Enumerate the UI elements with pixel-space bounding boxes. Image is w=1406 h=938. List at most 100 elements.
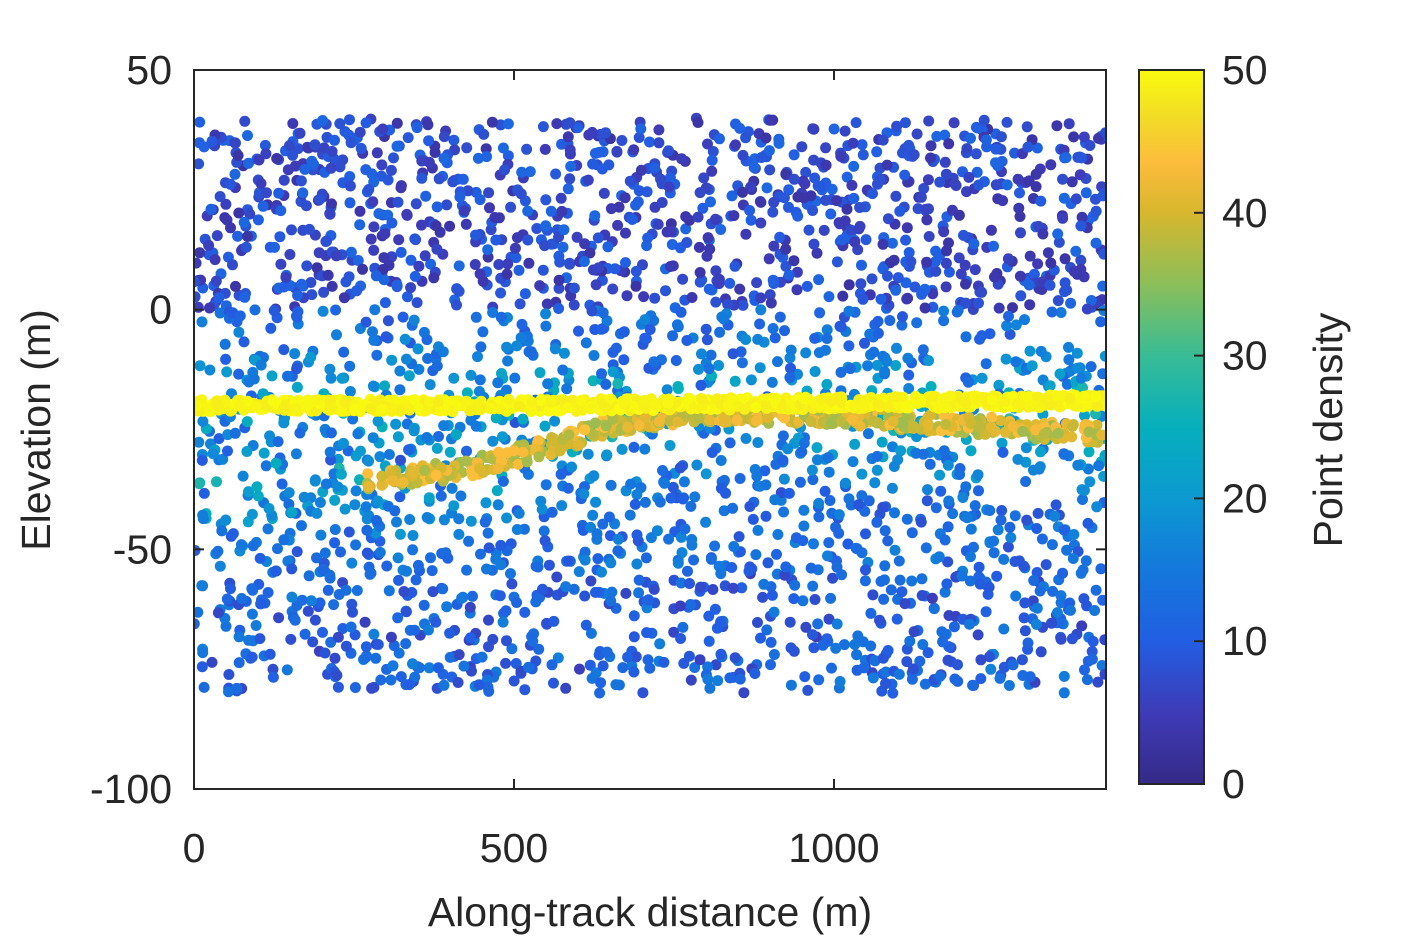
data-point xyxy=(695,379,707,391)
data-point xyxy=(693,412,705,424)
data-point xyxy=(710,296,722,308)
data-point xyxy=(897,311,908,323)
data-point xyxy=(324,208,336,220)
data-point xyxy=(391,279,403,291)
data-point xyxy=(761,182,773,194)
data-point xyxy=(1054,617,1066,629)
data-point xyxy=(586,305,598,317)
data-point xyxy=(696,393,707,404)
data-point xyxy=(700,516,712,528)
data-point xyxy=(686,292,698,303)
colorbar-tick-label: 50 xyxy=(1222,47,1268,93)
data-point xyxy=(585,627,597,639)
data-point xyxy=(1090,237,1102,249)
data-point xyxy=(194,158,205,170)
data-point xyxy=(1075,372,1087,384)
data-point xyxy=(501,268,513,280)
data-point xyxy=(234,400,246,412)
data-point xyxy=(241,446,253,457)
data-point xyxy=(760,479,772,491)
data-point xyxy=(868,346,880,358)
data-point xyxy=(890,360,902,371)
data-point xyxy=(779,569,791,581)
data-point xyxy=(267,395,279,407)
data-point xyxy=(628,144,640,156)
data-point xyxy=(703,414,715,426)
data-point xyxy=(901,656,913,668)
data-point xyxy=(453,260,465,272)
data-point xyxy=(939,156,951,168)
data-point xyxy=(934,469,946,481)
data-point xyxy=(592,232,604,244)
data-point xyxy=(355,142,367,154)
data-point xyxy=(437,346,449,358)
data-point xyxy=(860,564,871,576)
data-point xyxy=(847,414,859,426)
data-point xyxy=(665,261,676,272)
data-point xyxy=(335,468,347,480)
data-point xyxy=(483,614,494,626)
data-point xyxy=(799,178,811,190)
data-point xyxy=(665,226,677,238)
data-point xyxy=(1010,590,1022,602)
data-point xyxy=(942,459,954,471)
data-point xyxy=(805,416,817,427)
data-point xyxy=(845,224,857,236)
data-point xyxy=(888,461,900,472)
data-point xyxy=(694,187,706,199)
data-point xyxy=(764,114,776,126)
data-point xyxy=(196,316,208,328)
data-point xyxy=(487,435,499,447)
data-point xyxy=(331,669,343,681)
data-point xyxy=(1030,424,1042,436)
data-point xyxy=(1005,532,1017,544)
data-point xyxy=(729,652,741,664)
data-point xyxy=(710,659,722,671)
data-point xyxy=(1090,205,1102,217)
data-point xyxy=(423,135,435,147)
data-point xyxy=(1058,192,1070,204)
data-point xyxy=(819,485,831,497)
data-point xyxy=(206,135,218,147)
data-point xyxy=(836,234,848,246)
data-point xyxy=(661,384,673,396)
data-point xyxy=(312,394,324,406)
data-point xyxy=(393,234,405,246)
data-point xyxy=(213,292,225,304)
data-point xyxy=(273,187,285,199)
data-point xyxy=(1019,597,1031,609)
data-point xyxy=(493,446,505,458)
data-point xyxy=(658,656,670,668)
data-point xyxy=(848,192,860,204)
data-point xyxy=(291,381,303,393)
data-point xyxy=(826,662,837,674)
data-point xyxy=(617,662,629,674)
data-point xyxy=(214,307,226,319)
data-point xyxy=(881,159,893,171)
data-point xyxy=(387,475,399,487)
data-point xyxy=(422,119,434,131)
data-point xyxy=(915,516,927,528)
data-point xyxy=(1010,319,1022,331)
data-point xyxy=(921,214,933,226)
data-point xyxy=(501,635,512,647)
data-point xyxy=(618,354,630,366)
data-point xyxy=(998,661,1010,673)
data-point xyxy=(258,447,270,459)
data-point xyxy=(196,454,208,466)
data-point xyxy=(904,635,916,647)
data-point xyxy=(441,199,453,211)
data-point xyxy=(553,303,565,314)
data-point xyxy=(729,260,741,272)
data-point xyxy=(899,598,911,610)
data-point xyxy=(232,150,244,161)
data-point xyxy=(1024,671,1036,683)
data-point xyxy=(1004,328,1016,340)
data-point xyxy=(778,506,790,518)
data-point xyxy=(882,535,894,547)
data-point xyxy=(771,548,782,560)
data-point xyxy=(555,468,567,480)
data-point xyxy=(638,291,650,303)
data-point xyxy=(849,236,861,248)
data-point xyxy=(243,376,255,388)
